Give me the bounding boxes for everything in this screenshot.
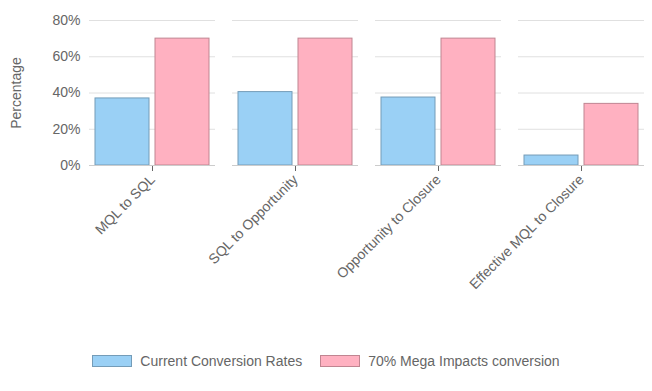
html-text:Current Conversion Rates: Current Conversion Rates	[140, 353, 303, 369]
svg-text:60%: 60%	[52, 48, 80, 64]
svg-text:40%: 40%	[52, 84, 80, 100]
svg-text:Percentage: Percentage	[8, 57, 24, 129]
svg-text:0%: 0%	[60, 157, 80, 173]
svg-text:80%: 80%	[52, 12, 80, 28]
svg-text:Effective MQL to Closure: Effective MQL to Closure	[466, 171, 587, 292]
svg-text:MQL to SQL: MQL to SQL	[92, 171, 158, 237]
svg-text:Opportunity to Closure: Opportunity to Closure	[333, 171, 444, 282]
html-text:70% Mega Impacts conversion: 70% Mega Impacts conversion	[368, 353, 560, 369]
svg-text:SQL to Opportunity: SQL to Opportunity	[205, 171, 301, 267]
svg-text:20%: 20%	[52, 121, 80, 137]
